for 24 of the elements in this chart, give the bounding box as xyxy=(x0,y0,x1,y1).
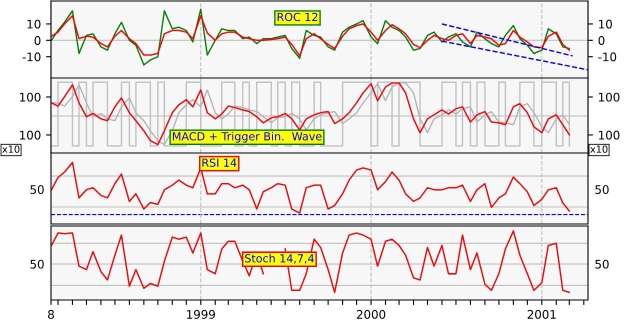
text: Stoch 14,7,4 xyxy=(245,254,314,264)
y-tick-label: 100 xyxy=(20,92,40,102)
text: x10 xyxy=(2,145,20,153)
text: x10 xyxy=(590,145,608,153)
y-tick-label: 10 xyxy=(28,20,40,29)
text: ROC 12 xyxy=(278,12,318,22)
y2-tick-label: 100 xyxy=(599,130,620,140)
y2-tick-label: 10 xyxy=(599,20,612,29)
chart-title: RSI 14 xyxy=(202,158,236,167)
text: MACD + Trigger Bin. Wave xyxy=(172,132,322,143)
x-tick-label: 1999 xyxy=(187,310,215,319)
y-tick-label: 0 xyxy=(34,36,40,45)
text: 50 xyxy=(30,185,44,194)
text: 50 xyxy=(30,260,44,269)
x-tick-label: 8 xyxy=(48,310,54,319)
text: 50 xyxy=(595,185,609,194)
y-tick-label: 100 xyxy=(20,130,40,140)
y2-tick-label: 0 xyxy=(598,36,604,45)
text: 50 xyxy=(595,260,609,269)
y-tick-label: -10 xyxy=(22,52,40,62)
y2-tick-label: -10 xyxy=(598,52,616,62)
x-tick-label: 2001 xyxy=(528,310,556,319)
x-tick-label: 2000 xyxy=(356,310,386,319)
y2-tick-label: 100 xyxy=(599,92,620,102)
